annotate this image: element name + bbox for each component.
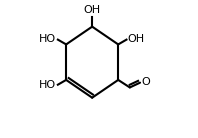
Text: O: O (142, 77, 150, 87)
Text: OH: OH (84, 5, 101, 15)
Text: HO: HO (39, 34, 56, 44)
Text: HO: HO (39, 80, 56, 90)
Text: OH: OH (128, 34, 145, 44)
